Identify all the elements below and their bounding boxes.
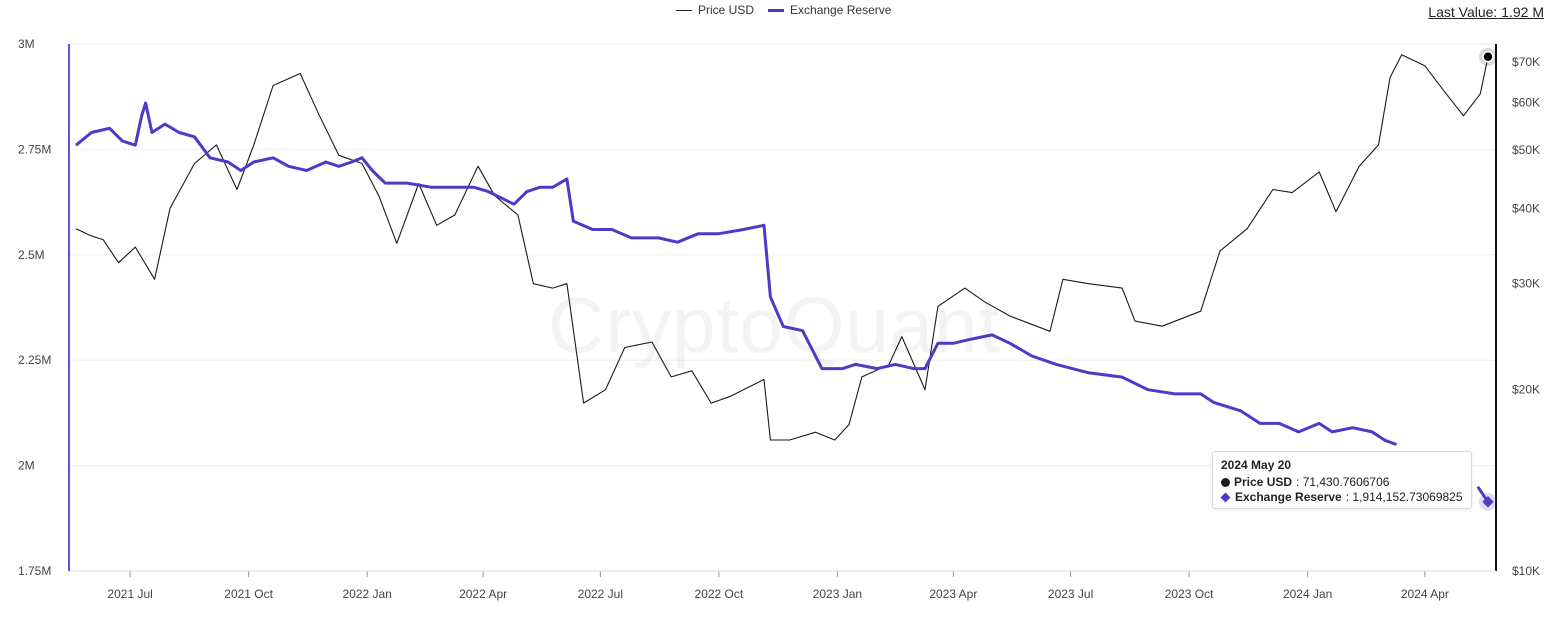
y-right-tick-label: $20K [1512, 383, 1540, 397]
x-tick-label: 2022 Jan [342, 587, 391, 601]
x-tick-label: 2021 Jul [107, 587, 152, 601]
reserve-hover-diamond [1482, 496, 1494, 508]
tooltip-price-name: Price USD [1234, 475, 1293, 489]
x-tick-label: 2022 Apr [459, 587, 507, 601]
tooltip-price-value: : 71,430.7606706 [1296, 475, 1390, 489]
y-right-tick-label: $30K [1512, 277, 1540, 291]
x-tick-label: 2024 Jan [1283, 587, 1332, 601]
x-tick-label: 2022 Oct [695, 587, 744, 601]
x-tick-label: 2023 Apr [929, 587, 977, 601]
tooltip-date: 2024 May 20 [1221, 458, 1292, 472]
legend-item-reserve[interactable]: Exchange Reserve [768, 3, 891, 17]
tooltip-row-reserve: Exchange Reserve: 1,914,152.73069825 [1220, 490, 1463, 504]
legend-item-price[interactable]: Price USD [676, 3, 754, 17]
price-hover-dot [1482, 51, 1494, 63]
x-tick-label: 2021 Oct [224, 587, 273, 601]
x-tick-label: 2023 Jan [813, 587, 862, 601]
x-tick-label: 2023 Jul [1048, 587, 1093, 601]
tooltip-reserve-name: Exchange Reserve [1235, 490, 1342, 504]
y-left-tick-label: 2.75M [18, 142, 51, 156]
tooltip-reserve-value: : 1,914,152.73069825 [1345, 490, 1463, 504]
tooltip-row-price: Price USD: 71,430.7606706 [1221, 475, 1463, 489]
x-tick-label: 2022 Jul [578, 587, 623, 601]
price-usd-line [75, 54, 1489, 441]
legend-swatch-price [676, 9, 692, 11]
y-right-tick-label: $70K [1512, 55, 1540, 69]
y-left-tick-label: 2.25M [18, 353, 51, 367]
hover-markers [1479, 47, 1497, 511]
legend: Price USD Exchange Reserve [676, 3, 891, 17]
legend-label-price: Price USD [698, 3, 755, 17]
legend-swatch-reserve [768, 8, 785, 12]
y-right-tick-label: $50K [1512, 143, 1540, 157]
y-left-tick-label: 3M [18, 37, 35, 51]
last-value-readout: Last Value: 1.92 M [1428, 4, 1544, 20]
legend-label-reserve: Exchange Reserve [790, 3, 892, 17]
y-left-tick-label: 2M [18, 459, 35, 473]
x-tick-label: 2023 Oct [1165, 587, 1214, 601]
y-right-tick-label: $40K [1512, 201, 1540, 215]
y-right-tick-label: $10K [1512, 564, 1540, 578]
axes: 1.75M 2M 2.25M 2.5M 2.75M 3M $10K $20K $30K $40K $… [18, 37, 1540, 601]
y-left-tick-label: 2.5M [18, 248, 45, 262]
series-lines [75, 54, 1490, 503]
data-tooltip: 2024 May 20 Price USD: 71,430.7606706 Ex… [1212, 451, 1472, 509]
exchange-reserve-line [75, 101, 1490, 503]
diamond-marker-icon [1220, 492, 1231, 502]
y-right-tick-label: $60K [1512, 95, 1540, 109]
y-left-tick-label: 1.75M [18, 564, 51, 578]
circle-marker-icon [1221, 477, 1230, 487]
x-tick-label: 2024 Apr [1401, 587, 1449, 601]
